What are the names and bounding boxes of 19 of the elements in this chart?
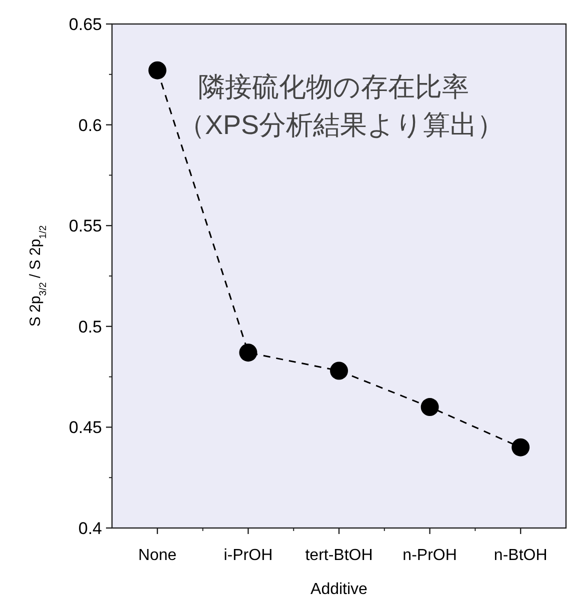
point — [512, 438, 530, 456]
x-axis-title: Additive — [310, 581, 368, 598]
y-tick-label: 0.5 — [78, 317, 102, 336]
y-tick-label: 0.45 — [68, 418, 102, 438]
x-tick-label: n-PrOH — [402, 547, 457, 564]
point — [239, 344, 258, 362]
y-tick-label: 0.55 — [68, 216, 102, 236]
x-tick-label: tert-BtOH — [305, 547, 373, 564]
point — [420, 398, 439, 416]
x-tick-label: None — [138, 547, 177, 564]
y-tick-label: 0.4 — [78, 519, 102, 538]
y-tick-label: 0.65 — [68, 15, 102, 34]
point — [330, 362, 348, 380]
annotation: 隣接硫化物の存在比率 — [198, 72, 469, 102]
annotation: （XPS分析結果より算出） — [178, 110, 504, 140]
x-tick-label: n-BtOH — [494, 547, 548, 564]
x-tick-label: i-PrOH — [224, 547, 273, 564]
y-tick-label: 0.6 — [78, 116, 102, 135]
point — [148, 61, 166, 80]
